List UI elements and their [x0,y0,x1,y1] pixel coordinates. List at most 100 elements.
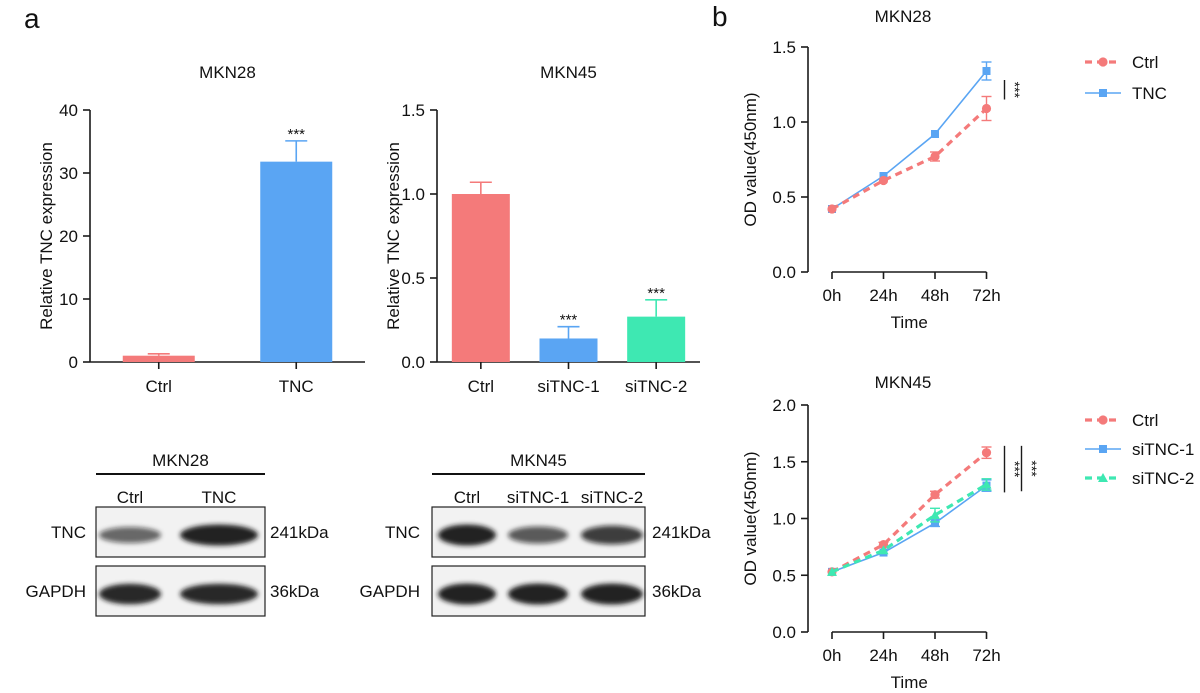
legend-marker-tnc [1099,89,1107,97]
significance-label: *** [1007,82,1023,99]
x-tick-label-48h: 48h [921,646,949,665]
x-tick-label-ctrl: Ctrl [146,377,172,396]
legend-label-tnc: TNC [1132,84,1167,103]
x-axis-label: Time [891,673,928,692]
blot-band-tnc [581,525,643,545]
bar-sitnc-2 [627,316,686,362]
data-point-ctrl [981,103,992,114]
chart-title: MKN45 [540,63,597,82]
chart-bar-mkn45: 0.0 0.5 1.0 1.5 Relative TNC expression MKN45… [384,63,700,396]
blot-protein-label: GAPDH [26,582,86,601]
legend-marker-ctrl [1098,415,1108,425]
y-tick-label: 1.0 [772,510,796,529]
y-axis-label: Relative TNC expression [384,142,403,330]
y-tick-label: 1.5 [772,453,796,472]
blot-size-label: 241kDa [270,523,329,542]
y-tick-label: 0.5 [401,269,425,288]
y-tick-label: 40 [59,101,78,120]
blot-lane-label-ctrl: Ctrl [117,488,143,507]
series-line-ctrl [831,107,988,211]
blot-protein-label: TNC [385,523,420,542]
blot-band-gapdh [99,583,161,605]
significance-label: *** [560,312,578,329]
y-tick-label: 10 [59,290,78,309]
x-tick-label-0h: 0h [823,646,842,665]
blot-band-gapdh [438,583,496,605]
x-tick-label-sitnc-1: siTNC-1 [537,377,599,396]
data-point-ctrl [878,175,889,186]
western-blot-mkn45: MKN45 Ctrl siTNC-1 siTNC-2 TNC 241kDa GAPDH 36k… [360,451,711,617]
data-point-tnc [931,130,939,138]
significance-label: *** [287,126,305,143]
chart-title: MKN28 [199,63,256,82]
y-axis-label: OD value(450nm) [741,92,760,226]
y-tick-label: 0.0 [401,353,425,372]
x-tick-label-24h: 24h [869,286,897,305]
legend-marker-ctrl [1098,57,1108,67]
blot-protein-label: GAPDH [360,582,420,601]
bar-sitnc-1 [539,338,598,362]
y-tick-label: 1.5 [772,38,796,57]
blot-size-label: 241kDa [652,523,711,542]
blot-cell-line: MKN28 [152,451,209,470]
significance-label: *** [647,285,665,302]
blot-cell-line: MKN45 [510,451,567,470]
data-point-ctrl [827,204,837,214]
bar-ctrl [122,355,195,362]
y-tick-label: 0 [69,353,78,372]
y-tick-label: 1.0 [401,185,425,204]
y-tick-label: 1.5 [401,101,425,120]
data-point-ctrl [981,448,992,458]
x-tick-label-ctrl: Ctrl [468,377,494,396]
data-point-sitnc-2 [930,510,940,520]
chart-bar-mkn28: 0 10 20 30 40 Relative TNC expression MKN28 Ctr… [37,63,365,396]
x-axis-label: Time [891,313,928,332]
data-point-tnc [982,67,991,75]
chart-line-mkn28: 0.0 0.5 1.0 1.5 OD value(450nm) MKN28 0h 24h 48h… [741,7,1167,332]
x-tick-label-tnc: TNC [279,377,314,396]
y-tick-label: 1.0 [772,113,796,132]
y-tick-label: 30 [59,164,78,183]
legend-label-sitnc-2: siTNC-2 [1132,469,1194,488]
blot-band-tnc [438,524,496,546]
significance-label: *** [1024,460,1040,477]
bar-tnc [260,161,333,362]
legend-label-ctrl: Ctrl [1132,53,1158,72]
blot-lane-label-sitnc-1: siTNC-1 [507,488,569,507]
legend-marker-sitnc-2 [1098,473,1108,482]
blot-band-gapdh [508,583,568,605]
data-point-ctrl [930,151,940,162]
legend-label-sitnc-1: siTNC-1 [1132,440,1194,459]
y-axis-label: Relative TNC expression [37,142,56,330]
x-tick-label-72h: 72h [972,286,1000,305]
blot-size-label: 36kDa [652,582,702,601]
significance-label: *** [1007,461,1023,478]
data-point-ctrl [930,490,940,500]
x-tick-label-24h: 24h [869,646,897,665]
series-line-ctrl [831,451,988,574]
y-tick-label: 20 [59,227,78,246]
blot-size-label: 36kDa [270,582,320,601]
x-tick-label-sitnc-2: siTNC-2 [625,377,687,396]
y-tick-label: 0.5 [772,188,796,207]
data-point-sitnc-2 [827,566,837,576]
panel-label-b: b [712,1,728,32]
chart-title: MKN45 [875,373,932,392]
y-tick-label: 0.0 [772,263,796,282]
blot-lane-label-sitnc-2: siTNC-2 [581,488,643,507]
series-line-tnc [831,70,988,210]
chart-title: MKN28 [875,7,932,26]
data-point-ctrl [878,540,889,550]
legend-label-ctrl: Ctrl [1132,411,1158,430]
y-tick-label: 2.0 [772,396,796,415]
legend-marker-sitnc-1 [1099,445,1107,453]
blot-protein-label: TNC [51,523,86,542]
x-tick-label-48h: 48h [921,286,949,305]
x-tick-label-72h: 72h [972,646,1000,665]
blot-band-tnc [508,526,568,544]
blot-band-tnc [180,524,258,546]
data-point-sitnc-2 [981,479,992,489]
blot-lane-label-tnc: TNC [202,488,237,507]
panel-label-a: a [24,3,40,34]
